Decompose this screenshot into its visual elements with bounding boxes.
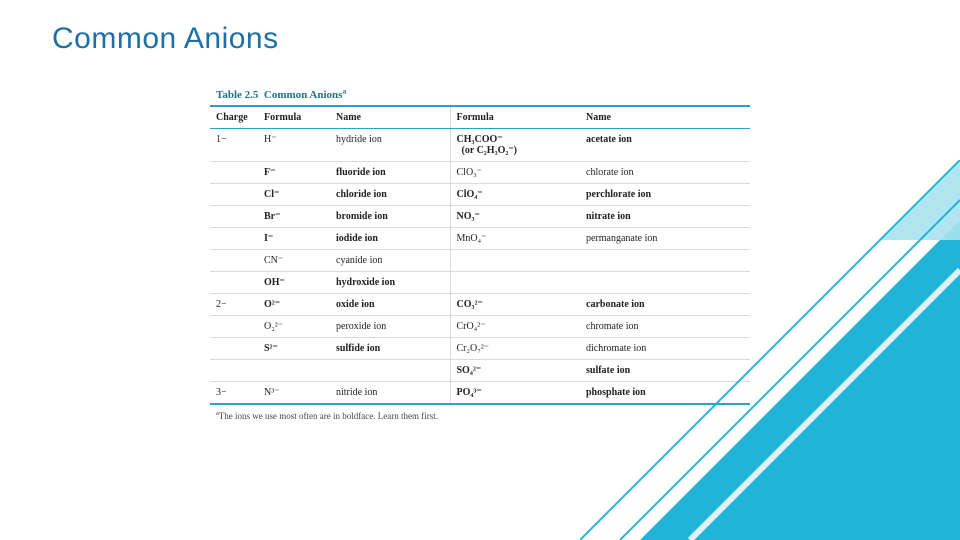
cell-formula1 xyxy=(258,360,330,382)
table-header-row: Charge Formula Name Formula Name xyxy=(210,106,750,129)
table-body: 1−H⁻hydride ionCH₃COO⁻ (or C₂H₃O₂⁻)aceta… xyxy=(210,129,750,405)
cell-name1: peroxide ion xyxy=(330,316,450,338)
cell-name1: hydroxide ion xyxy=(330,272,450,294)
cell-formula1: Br⁻ xyxy=(258,206,330,228)
anions-table: Charge Formula Name Formula Name 1−H⁻hyd… xyxy=(210,105,750,405)
table-number: Table 2.5 xyxy=(216,89,258,101)
table-row: Cl⁻chloride ionClO₄⁻perchlorate ion xyxy=(210,184,750,206)
cell-name2: chromate ion xyxy=(580,316,750,338)
cell-name1: hydride ion xyxy=(330,129,450,162)
table-row: F⁻fluoride ionClO₃⁻chlorate ion xyxy=(210,162,750,184)
cell-charge xyxy=(210,250,258,272)
cell-name2: dichromate ion xyxy=(580,338,750,360)
table-row: O₂²⁻peroxide ionCrO₄²⁻chromate ion xyxy=(210,316,750,338)
cell-name2: acetate ion xyxy=(580,129,750,162)
slide-title: Common Anions xyxy=(52,22,279,56)
cell-charge xyxy=(210,360,258,382)
slide: Common Anions Table 2.5 Common Anionsa C… xyxy=(0,0,960,540)
cell-name1: oxide ion xyxy=(330,294,450,316)
cell-name2: perchlorate ion xyxy=(580,184,750,206)
th-name2: Name xyxy=(580,106,750,129)
cell-formula2: CH₃COO⁻ (or C₂H₃O₂⁻) xyxy=(450,129,580,162)
table-caption-title: Common Anions xyxy=(264,89,343,101)
table-row: 2−O²⁻oxide ionCO₃²⁻carbonate ion xyxy=(210,294,750,316)
cell-name2: permanganate ion xyxy=(580,228,750,250)
table-row: Br⁻bromide ionNO₃⁻nitrate ion xyxy=(210,206,750,228)
cell-formula1: OH⁻ xyxy=(258,272,330,294)
cell-formula1: Cl⁻ xyxy=(258,184,330,206)
th-charge: Charge xyxy=(210,106,258,129)
cell-formula2: CrO₄²⁻ xyxy=(450,316,580,338)
cell-charge xyxy=(210,272,258,294)
cell-charge xyxy=(210,316,258,338)
th-formula2: Formula xyxy=(450,106,580,129)
cell-formula1: I⁻ xyxy=(258,228,330,250)
table-row: 3−N³⁻nitride ionPO₄³⁻phosphate ion xyxy=(210,382,750,405)
cell-formula2: SO₄²⁻ xyxy=(450,360,580,382)
cell-formula2: NO₃⁻ xyxy=(450,206,580,228)
table-caption: Table 2.5 Common Anionsa xyxy=(210,85,750,105)
cell-charge xyxy=(210,184,258,206)
cell-name1: fluoride ion xyxy=(330,162,450,184)
cell-formula1: O²⁻ xyxy=(258,294,330,316)
table-row: CN⁻cyanide ion xyxy=(210,250,750,272)
cell-formula1: H⁻ xyxy=(258,129,330,162)
table-caption-sup: a xyxy=(342,86,346,95)
th-formula1: Formula xyxy=(258,106,330,129)
cell-name2: chlorate ion xyxy=(580,162,750,184)
cell-charge: 3− xyxy=(210,382,258,405)
cell-name2: nitrate ion xyxy=(580,206,750,228)
cell-name1: iodide ion xyxy=(330,228,450,250)
cell-formula2 xyxy=(450,250,580,272)
cell-formula2: MnO₄⁻ xyxy=(450,228,580,250)
cell-name2 xyxy=(580,250,750,272)
cell-formula1: N³⁻ xyxy=(258,382,330,405)
cell-name1: cyanide ion xyxy=(330,250,450,272)
cell-charge xyxy=(210,228,258,250)
cell-formula2: Cr₂O₇²⁻ xyxy=(450,338,580,360)
th-name1: Name xyxy=(330,106,450,129)
cell-name1: chloride ion xyxy=(330,184,450,206)
cell-charge xyxy=(210,206,258,228)
cell-name2: phosphate ion xyxy=(580,382,750,405)
table-row: I⁻iodide ionMnO₄⁻permanganate ion xyxy=(210,228,750,250)
table-footnote: aThe ions we use most often are in boldf… xyxy=(210,405,750,421)
anions-table-container: Table 2.5 Common Anionsa Charge Formula … xyxy=(210,85,750,421)
table-row: OH⁻hydroxide ion xyxy=(210,272,750,294)
cell-name1: sulfide ion xyxy=(330,338,450,360)
cell-name1: bromide ion xyxy=(330,206,450,228)
cell-formula2 xyxy=(450,272,580,294)
cell-name2: carbonate ion xyxy=(580,294,750,316)
cell-formula2: ClO₃⁻ xyxy=(450,162,580,184)
table-row: SO₄²⁻sulfate ion xyxy=(210,360,750,382)
cell-formula2: ClO₄⁻ xyxy=(450,184,580,206)
cell-formula2: PO₄³⁻ xyxy=(450,382,580,405)
table-row: 1−H⁻hydride ionCH₃COO⁻ (or C₂H₃O₂⁻)aceta… xyxy=(210,129,750,162)
cell-charge xyxy=(210,162,258,184)
cell-formula1: F⁻ xyxy=(258,162,330,184)
cell-charge: 2− xyxy=(210,294,258,316)
cell-name2: sulfate ion xyxy=(580,360,750,382)
footnote-text: The ions we use most often are in boldfa… xyxy=(219,411,438,421)
cell-charge: 1− xyxy=(210,129,258,162)
cell-formula2: CO₃²⁻ xyxy=(450,294,580,316)
cell-name1 xyxy=(330,360,450,382)
table-row: S²⁻sulfide ionCr₂O₇²⁻dichromate ion xyxy=(210,338,750,360)
cell-name2 xyxy=(580,272,750,294)
cell-formula1: S²⁻ xyxy=(258,338,330,360)
cell-formula1: CN⁻ xyxy=(258,250,330,272)
cell-charge xyxy=(210,338,258,360)
cell-formula1: O₂²⁻ xyxy=(258,316,330,338)
cell-name1: nitride ion xyxy=(330,382,450,405)
